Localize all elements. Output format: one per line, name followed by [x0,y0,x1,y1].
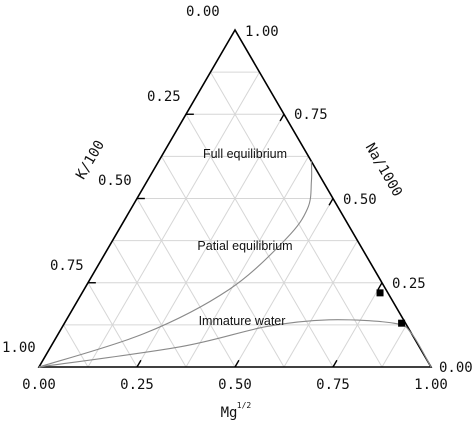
grid-line [87,282,138,368]
region-label-partial-equilibrium: Patial equilibrium [197,239,292,253]
bottom-tick-label: 0.75 [316,377,350,393]
tick-mark [234,359,240,368]
region-label-full-equilibrium: Full equilibrium [203,147,287,161]
grid-line [283,240,358,368]
svg-text:Mg: Mg [221,405,238,421]
right-tick-label: 0.50 [343,192,377,208]
left-axis-ticks: 0.00 0.25 0.50 0.75 1.00 [2,4,220,356]
grid [63,71,407,368]
left-tick-label: 0.75 [50,258,84,274]
grid-line [381,324,407,368]
tick-marks [88,113,383,368]
right-tick-label: 0.25 [392,276,426,292]
bottom-tick-label: 0.00 [22,377,56,393]
right-tick-label: 1.00 [245,24,279,40]
right-axis-ticks: 1.00 0.75 0.50 0.25 0.00 [245,24,473,376]
bottom-tick-label: 0.25 [120,377,154,393]
left-tick-label: 1.00 [2,340,36,356]
left-tick-label: 0.50 [98,173,132,189]
bottom-axis-superscript: 1/2 [237,401,252,410]
bottom-tick-label: 0.50 [218,377,252,393]
grid-line [112,240,187,368]
bottom-axis-title: Mg 1/2 [221,401,252,421]
grid-line [185,156,309,368]
grid-line [136,198,236,368]
full-equilibrium-curve [38,161,313,368]
grid-line [87,71,260,368]
bottom-tick-label: 1.00 [414,377,448,393]
sample-points [376,289,406,327]
region-label-immature-water: Immature water [199,314,286,328]
grid-line [161,156,285,368]
left-tick-label: 0.25 [147,89,181,105]
data-point [376,289,384,297]
tick-mark [136,359,142,368]
right-tick-label: 0.75 [294,107,328,123]
bottom-axis-label: Mg [221,405,238,421]
immature-water-curve [38,319,432,368]
data-point [398,319,406,327]
tick-mark [377,282,383,290]
boundary-curves [38,161,432,368]
grid-line [210,71,383,368]
tick-mark [279,113,285,122]
tick-mark [332,359,338,368]
left-tick-label: 0.00 [186,4,220,20]
grid-line [63,324,89,368]
bottom-axis-ticks: 0.00 0.25 0.50 0.75 1.00 [22,377,448,393]
right-axis-title: Na/1000 [362,140,405,199]
tick-mark [328,198,334,206]
right-tick-label: 0.00 [439,360,473,376]
grid-line [332,282,383,368]
grid-line [234,198,334,368]
